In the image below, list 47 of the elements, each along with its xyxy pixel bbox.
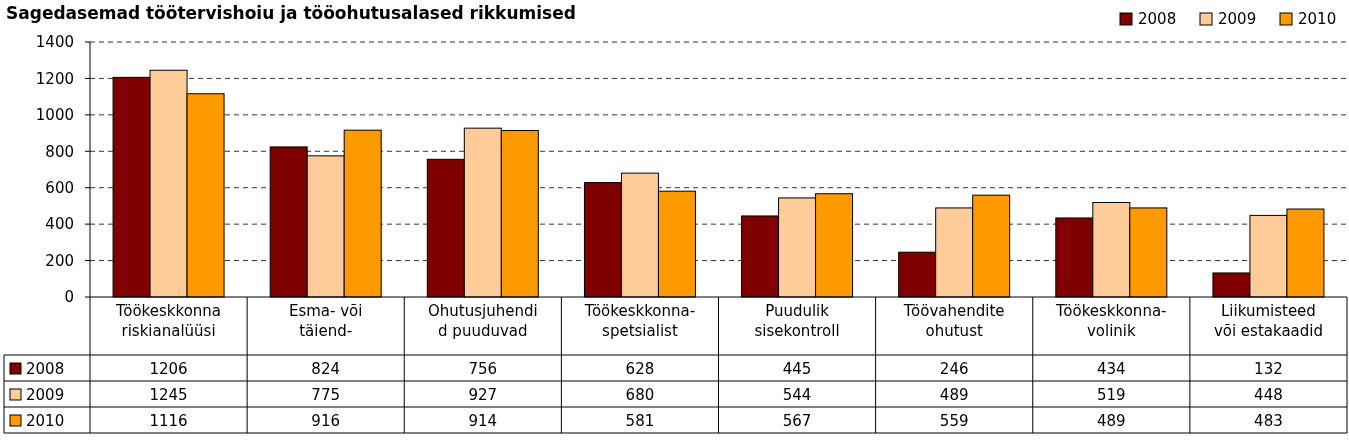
data-label: 434 <box>1096 360 1126 378</box>
data-label: 448 <box>1254 386 1283 404</box>
data-label: 775 <box>311 386 341 404</box>
text: 2009 <box>26 386 65 404</box>
text: 2010 <box>26 412 65 430</box>
data-label: 927 <box>468 386 498 404</box>
data-label: 914 <box>468 412 498 430</box>
y-tick-label: 200 <box>45 251 74 270</box>
data-label: 519 <box>1096 386 1126 404</box>
data-label: 1116 <box>149 412 188 430</box>
x-tick-label: Töökeskkonna- spetsialist <box>583 302 696 340</box>
data-label: 132 <box>1254 360 1283 378</box>
x-tick-label: Puudulik sisekontroll <box>754 302 840 340</box>
data-label: 1206 <box>149 360 188 378</box>
y-tick-label: 1400 <box>35 33 74 52</box>
data-label: 544 <box>782 386 812 404</box>
y-tick-label: 800 <box>45 142 74 161</box>
x-tick-label: Liikumisteed või estakaadid <box>1213 302 1323 340</box>
data-label: 1245 <box>149 386 188 404</box>
data-label: 559 <box>939 412 969 430</box>
data-label: 489 <box>939 386 969 404</box>
data-label: 756 <box>468 360 498 378</box>
legend-label: 2008 <box>1138 10 1177 28</box>
data-label: 246 <box>939 360 969 378</box>
data-label: 916 <box>311 412 341 430</box>
text: 2008 <box>26 360 65 378</box>
data-label: 567 <box>782 412 812 430</box>
y-tick-label: 1200 <box>35 69 74 88</box>
x-tick-label: Töökeskkonna- volinik <box>1055 302 1167 340</box>
x-tick-label: Esma- või täiend- <box>288 302 363 340</box>
data-label: 680 <box>625 386 655 404</box>
data-label: 445 <box>782 360 812 378</box>
chart-title: Sagedasemad töötervishoiu ja tööohutusalased rikkumised <box>6 3 576 23</box>
data-label: 489 <box>1096 412 1126 430</box>
data-label: 581 <box>625 412 655 430</box>
y-tick-label: 400 <box>45 215 74 234</box>
legend-label: 2010 <box>1298 10 1337 28</box>
x-tick-label: Töökeskkonna riskianalüüsi <box>115 302 222 340</box>
x-tick-label: Ohutusjuhendi d puuduvad <box>427 302 538 340</box>
data-label: 628 <box>625 360 655 378</box>
data-label: 483 <box>1254 412 1283 430</box>
y-tick-label: 0 <box>64 288 74 307</box>
data-label: 824 <box>311 360 341 378</box>
y-tick-label: 600 <box>45 178 74 197</box>
x-tick-label: Töövahendite ohutust <box>902 302 1005 340</box>
legend-label: 2009 <box>1218 10 1257 28</box>
y-tick-label: 1000 <box>35 106 74 125</box>
